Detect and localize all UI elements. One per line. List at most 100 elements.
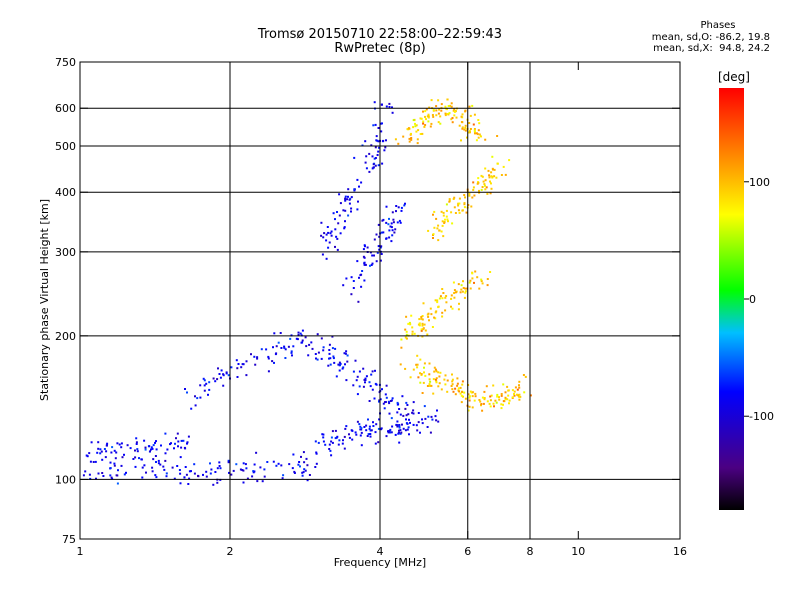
echo-point-x-2 (498, 398, 501, 401)
echo-point-x-3 (409, 323, 412, 326)
echo-point-x-1 (493, 168, 496, 171)
echo-point-o-0 (300, 455, 302, 458)
echo-point-o-4 (339, 202, 342, 205)
echo-point-o-4 (377, 127, 380, 129)
echo-point-o-3 (317, 441, 320, 444)
echo-point-o-2 (253, 355, 256, 358)
echo-point-o-2 (363, 378, 366, 381)
echo-point-x-1 (452, 198, 455, 200)
echo-point-x-2 (451, 383, 454, 386)
echo-point-o-2 (412, 401, 415, 404)
echo-point-x-3 (461, 290, 464, 293)
echo-point-o-4 (346, 198, 349, 201)
echo-point-o-2 (345, 379, 348, 382)
echo-point-o-2 (275, 352, 278, 355)
echo-point-o-2 (343, 352, 346, 355)
echo-point-x-2 (486, 400, 489, 403)
echo-point-o-5 (361, 270, 364, 272)
echo-point-o-2 (267, 357, 270, 360)
echo-point-x-1 (471, 196, 474, 199)
echo-point-x-2 (502, 403, 504, 406)
echo-point-x-0 (412, 126, 415, 129)
echo-point-o-2 (389, 400, 392, 402)
echo-point-o-2 (391, 397, 394, 400)
echo-point-o-3 (427, 415, 430, 418)
echo-point-x-1 (473, 194, 476, 197)
x-tick-label-16: 16 (673, 545, 687, 558)
echo-point-x-3 (441, 315, 444, 318)
echo-point-x-1 (493, 175, 496, 178)
echo-point-o-1 (99, 452, 102, 455)
echo-point-x-0 (446, 98, 449, 101)
echo-point-o-1 (150, 446, 153, 449)
echo-point-x-1 (480, 174, 483, 177)
echo-point-o-0 (178, 469, 181, 471)
echo-point-o-3 (385, 435, 388, 438)
echo-point-o-4 (338, 193, 341, 196)
echo-point-o-0 (157, 462, 160, 465)
echo-point-o-4 (368, 152, 371, 155)
echo-point-x-1 (438, 229, 441, 232)
echo-point-x-2 (444, 374, 447, 377)
echo-point-o-3 (367, 418, 369, 421)
echo-point-o-3 (372, 425, 375, 427)
echo-point-x-2 (506, 385, 509, 388)
echo-point-x-1 (444, 218, 446, 221)
echo-points-layer (82, 98, 532, 486)
echo-point-o-0 (308, 474, 311, 476)
echo-point-x-1 (485, 186, 488, 189)
echo-point-o-0 (116, 482, 119, 485)
echo-point-x-2 (507, 394, 510, 397)
echo-point-o-4 (350, 207, 353, 210)
echo-point-o-1 (155, 448, 158, 451)
echo-point-o-5 (380, 245, 383, 248)
echo-point-o-2 (320, 357, 323, 360)
echo-point-x-0 (427, 113, 430, 116)
echo-point-x-0 (437, 112, 440, 115)
echo-point-o-1 (154, 455, 157, 457)
echo-point-o-1 (123, 453, 125, 456)
echo-point-o-0 (314, 466, 317, 468)
echo-point-o-1 (101, 458, 104, 461)
echo-point-o-0 (216, 467, 219, 470)
echo-point-x-3 (411, 326, 414, 329)
echo-point-o-2 (218, 373, 221, 375)
echo-point-x-1 (508, 159, 511, 162)
x-tick-label-8: 8 (527, 545, 534, 558)
echo-point-x-3 (441, 288, 444, 290)
echo-point-x-2 (482, 402, 485, 405)
echo-point-o-2 (339, 364, 341, 366)
echo-point-o-1 (186, 442, 188, 445)
echo-point-x-3 (400, 346, 403, 349)
echo-point-o-2 (316, 358, 319, 361)
echo-point-o-4 (381, 162, 384, 165)
echo-point-x-3 (464, 290, 467, 293)
echo-point-o-2 (284, 357, 287, 359)
echo-point-x-0 (407, 127, 410, 130)
echo-point-x-3 (420, 328, 423, 331)
echo-point-o-0 (176, 465, 179, 467)
echo-point-o-4 (364, 161, 367, 164)
echo-point-x-0 (468, 122, 471, 124)
echo-point-x-3 (413, 332, 416, 335)
echo-point-o-3 (434, 415, 437, 418)
echo-point-o-2 (335, 375, 338, 378)
echo-point-x-0 (477, 119, 480, 121)
echo-point-x-0 (419, 133, 422, 135)
echo-point-o-5 (390, 222, 393, 225)
echo-point-o-3 (401, 423, 403, 426)
echo-point-o-0 (179, 482, 182, 485)
echo-point-x-0 (440, 103, 443, 106)
echo-point-x-2 (456, 377, 459, 380)
echo-point-o-3 (436, 409, 438, 412)
echo-point-x-2 (470, 391, 473, 394)
echo-point-o-3 (415, 424, 418, 427)
echo-point-x-2 (518, 393, 521, 396)
echo-point-o-0 (282, 474, 285, 477)
echo-point-x-0 (419, 117, 422, 120)
echo-point-o-2 (382, 402, 385, 405)
echo-point-o-3 (429, 431, 432, 434)
echo-point-o-5 (379, 259, 382, 262)
echo-point-o-5 (390, 240, 393, 243)
echo-point-x-1 (467, 204, 470, 206)
